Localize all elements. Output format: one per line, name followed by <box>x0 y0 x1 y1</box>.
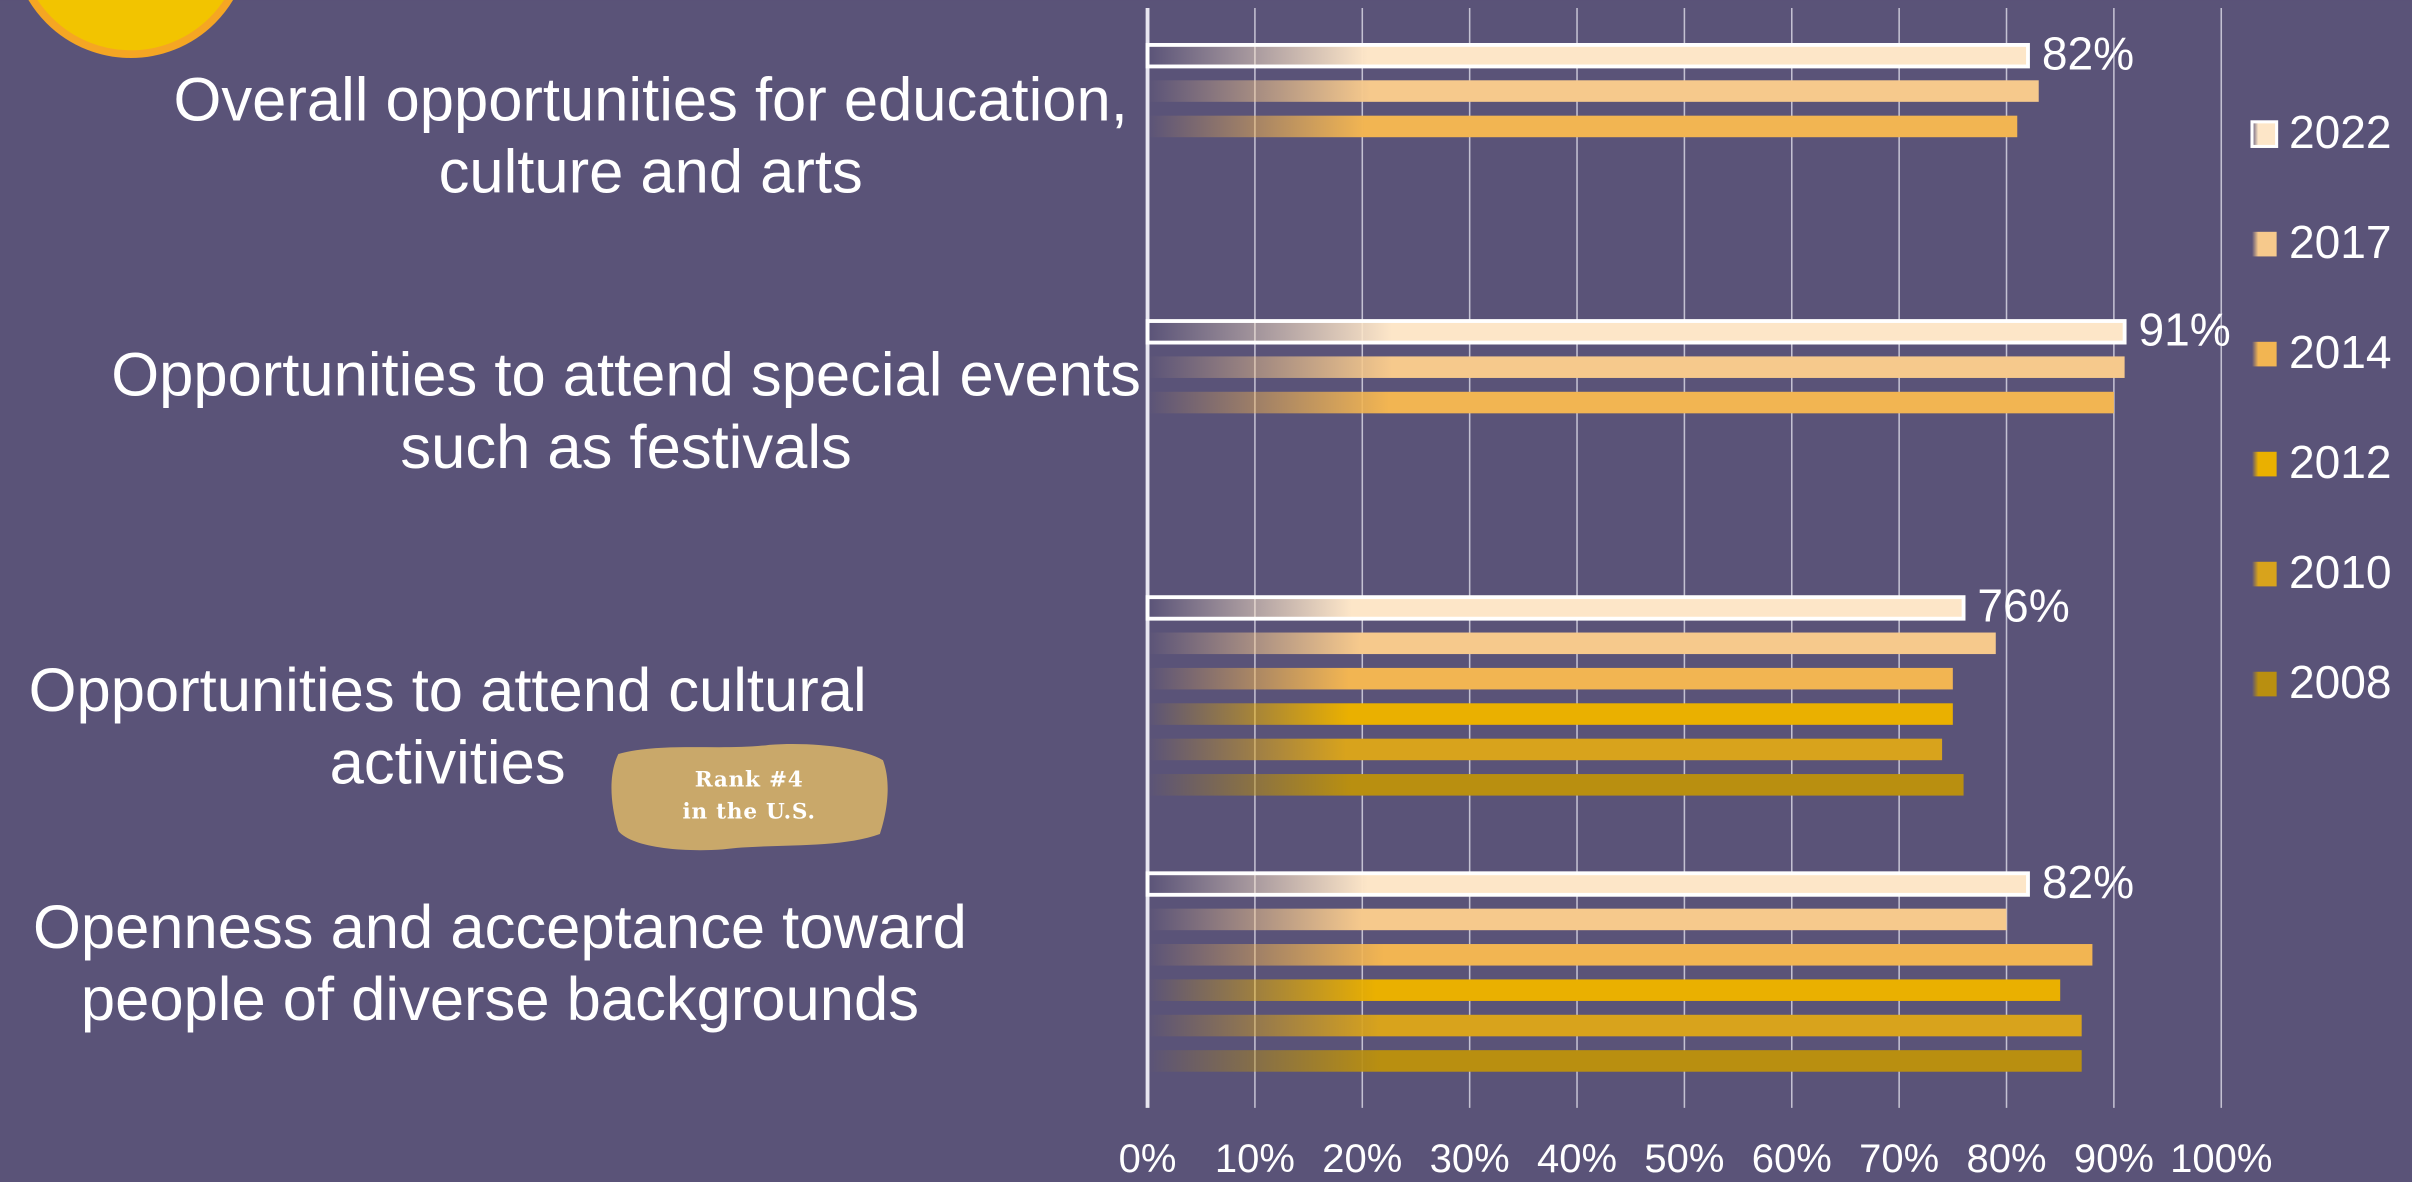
legend-swatch <box>2252 451 2277 477</box>
category-label-box: Opportunities to attend special events s… <box>111 341 1141 482</box>
x-tick-label: 90% <box>2074 1137 2154 1181</box>
bar <box>1147 908 2007 931</box>
bar <box>1147 703 1953 725</box>
bar <box>1145 871 2030 897</box>
bar <box>1147 667 1953 690</box>
x-tick-label: 30% <box>1430 1137 1510 1181</box>
bar <box>1147 774 1964 796</box>
bar <box>1145 42 2030 69</box>
value-label: 76% <box>1977 580 2069 632</box>
legend-label: 2012 <box>2289 436 2392 488</box>
x-tick-label: 60% <box>1752 1137 1832 1181</box>
value-label: 82% <box>2042 856 2134 908</box>
bar <box>1145 319 2127 345</box>
bar <box>1147 979 2061 1001</box>
bar <box>1145 595 1966 621</box>
x-tick-label: 70% <box>1859 1137 1939 1181</box>
legend-swatch <box>2252 561 2277 587</box>
legend-swatch <box>2250 120 2279 148</box>
category-label-box: Opportunities to attend cultural activit… <box>28 657 867 798</box>
bar <box>1147 1014 2082 1037</box>
x-tick-label: 50% <box>1644 1137 1724 1181</box>
legend-swatch <box>2252 231 2277 257</box>
x-tick-label: 20% <box>1322 1137 1402 1181</box>
rank-badge <box>611 744 888 851</box>
rank-annotation: Rank #4 in the U.S. <box>682 767 816 825</box>
category-label: Openness and acceptance toward people of… <box>33 894 967 1035</box>
category-label-box: Overall opportunities for education, cul… <box>173 66 1128 207</box>
category-label-box: Openness and acceptance toward people of… <box>33 894 967 1035</box>
x-tick-label: 100% <box>2170 1137 2272 1181</box>
legend-label: 2017 <box>2289 216 2392 268</box>
bar <box>1147 356 2125 378</box>
rank-annotation-box: Rank #4 in the U.S. <box>682 767 816 825</box>
legend-label: 2014 <box>2289 326 2392 378</box>
bar <box>1147 738 1943 761</box>
value-label: 82% <box>2042 27 2134 79</box>
bar <box>1147 1050 2082 1072</box>
bar <box>1147 632 1996 655</box>
x-tick-label: 10% <box>1215 1137 1295 1181</box>
category-label: Opportunities to attend cultural activit… <box>28 657 867 798</box>
legend-label: 2008 <box>2289 656 2392 708</box>
value-label: 91% <box>2138 304 2230 356</box>
bar <box>1147 391 2114 414</box>
category-label: Overall opportunities for education, cul… <box>173 66 1128 207</box>
x-tick-label: 0% <box>1119 1137 1177 1181</box>
legend-label: 2010 <box>2289 546 2392 598</box>
category-label: Opportunities to attend special events s… <box>111 341 1141 482</box>
legend-swatch <box>2252 341 2277 367</box>
legend-swatch <box>2252 671 2277 697</box>
x-tick-label: 80% <box>1966 1137 2046 1181</box>
x-tick-label: 40% <box>1537 1137 1617 1181</box>
bar <box>1147 80 2039 102</box>
logo-circle <box>28 0 234 58</box>
bar <box>1147 944 2093 966</box>
legend-label: 2022 <box>2289 106 2392 158</box>
bar <box>1147 115 2018 138</box>
